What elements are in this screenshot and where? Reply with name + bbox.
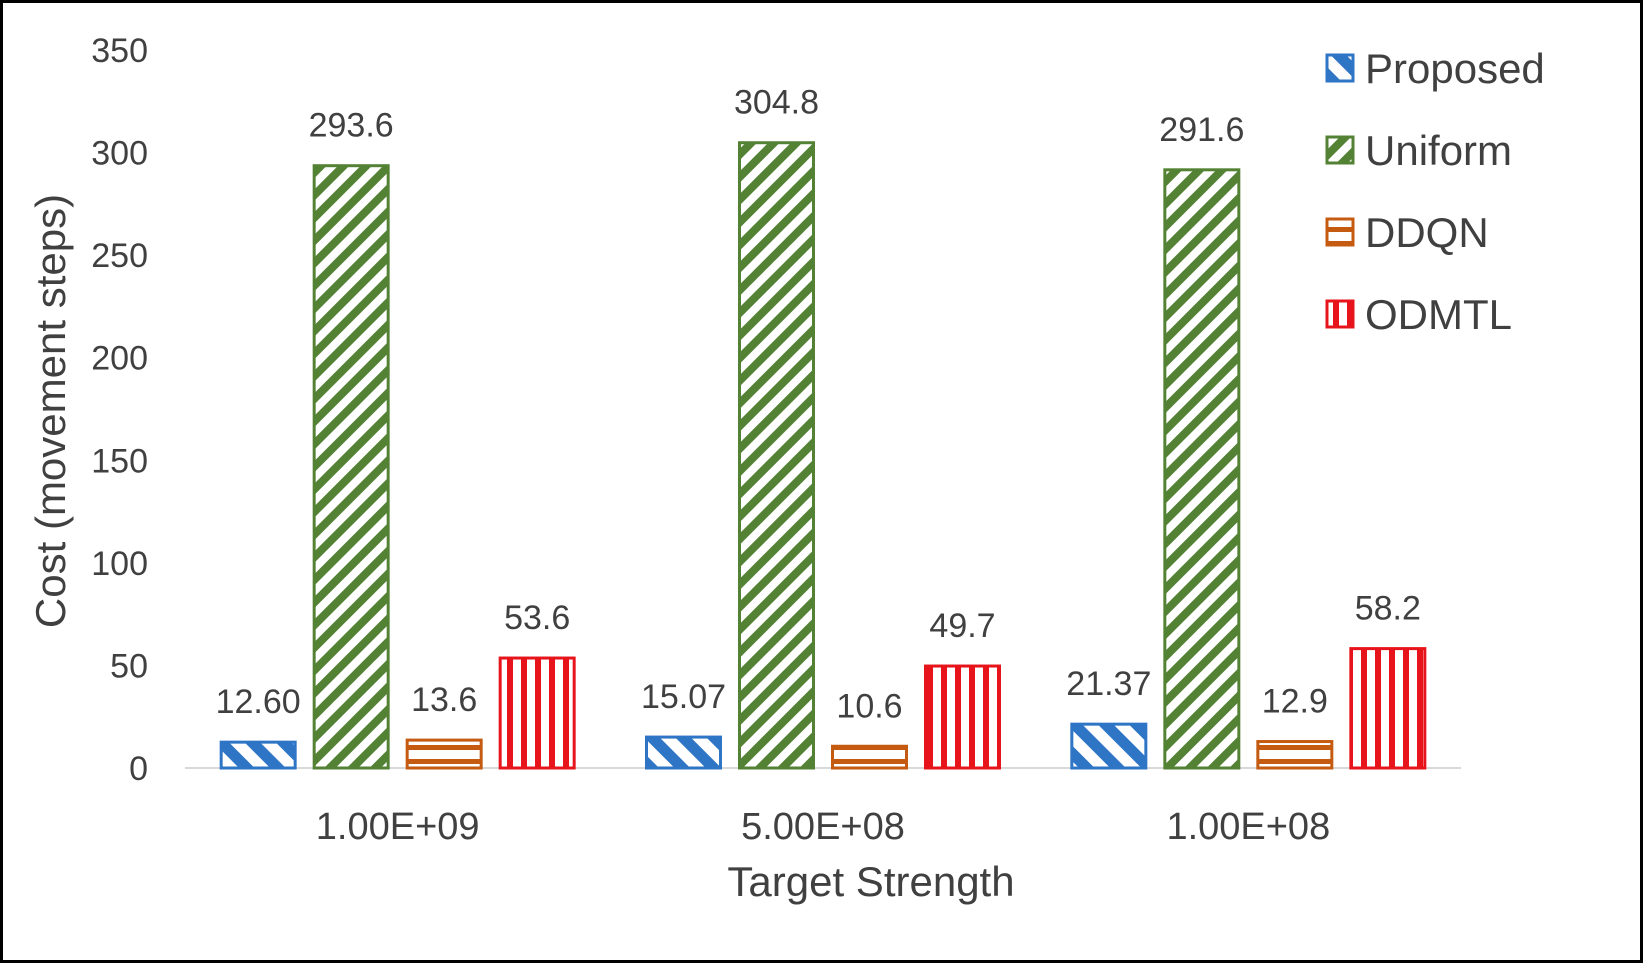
x-axis-title: Target Strength (727, 858, 1014, 905)
y-tick-label: 0 (129, 750, 148, 788)
data-label-proposed-0: 12.60 (216, 683, 301, 721)
y-tick-label: 250 (91, 237, 148, 275)
bar-ddqn-2 (1256, 740, 1334, 770)
y-tick-label: 350 (91, 32, 148, 70)
y-tick-label: 100 (91, 545, 148, 583)
legend-label-ddqn: DDQN (1365, 209, 1489, 256)
data-label-uniform-1: 304.8 (734, 84, 819, 122)
data-label-proposed-2: 21.37 (1066, 665, 1151, 703)
y-tick-label: 50 (110, 647, 148, 685)
data-label-odmtl-1: 49.7 (929, 607, 995, 645)
bars (219, 141, 1427, 770)
y-tick-label: 200 (91, 340, 148, 378)
legend-label-uniform: Uniform (1365, 127, 1512, 174)
bar-ddqn-0 (405, 738, 483, 770)
data-label-uniform-2: 291.6 (1159, 111, 1244, 149)
y-axis-title: Cost (movement steps) (27, 194, 74, 628)
data-label-odmtl-2: 58.2 (1355, 590, 1421, 628)
data-label-odmtl-0: 53.6 (504, 599, 570, 637)
bar-odmtl-2 (1349, 647, 1427, 770)
bar-odmtl-1 (924, 664, 1001, 770)
data-labels: 12.60 293.6 13.6 53.6 15.07 304.8 10.6 49.7 21.3… (216, 84, 1421, 726)
legend: Proposed Uniform DDQN ODMTL (1325, 45, 1545, 338)
data-label-ddqn-0: 13.6 (411, 681, 477, 719)
x-tick-label: 5.00E+08 (741, 806, 905, 848)
bar-proposed-2 (1070, 722, 1148, 770)
category-labels: 1.00E+09 5.00E+08 1.00E+08 (316, 806, 1330, 848)
bar-uniform-2 (1163, 168, 1241, 770)
legend-swatch-ddqn (1325, 217, 1355, 247)
bar-proposed-0 (219, 740, 297, 770)
x-tick-label: 1.00E+08 (1166, 806, 1330, 848)
y-tick-label: 300 (91, 135, 148, 173)
bar-uniform-0 (312, 164, 390, 770)
legend-swatch-uniform (1325, 135, 1355, 165)
legend-label-odmtl: ODMTL (1365, 291, 1512, 338)
data-label-ddqn-1: 10.6 (836, 687, 902, 725)
y-tick-label: 150 (91, 442, 148, 480)
bar-uniform-1 (738, 141, 815, 770)
bar-proposed-1 (645, 735, 722, 770)
x-tick-label: 1.00E+09 (316, 806, 480, 848)
data-label-proposed-1: 15.07 (641, 678, 726, 716)
bar-odmtl-0 (498, 656, 576, 770)
bar-ddqn-1 (831, 744, 908, 770)
data-label-uniform-0: 293.6 (309, 107, 394, 145)
bar-chart: Cost (movement steps) Target Strength 0 5… (27, 32, 1545, 905)
legend-swatch-proposed (1325, 53, 1355, 83)
data-label-ddqn-2: 12.9 (1262, 683, 1328, 721)
legend-label-proposed: Proposed (1365, 45, 1545, 92)
y-axis-ticks: 0 50 100 150 200 250 300 350 (91, 32, 148, 788)
legend-swatch-odmtl (1325, 299, 1355, 329)
